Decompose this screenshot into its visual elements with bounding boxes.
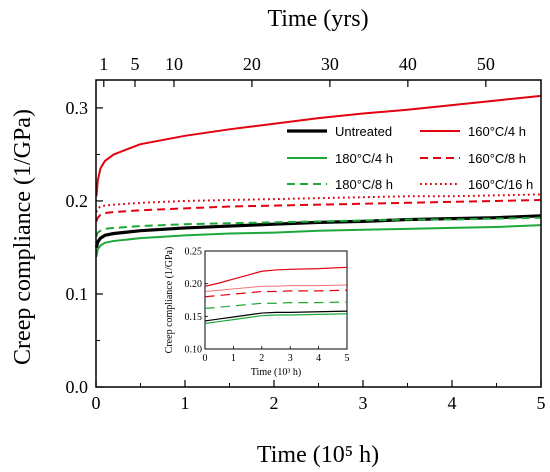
inset-x-tick-label: 1: [231, 353, 236, 364]
top-tick-label: 50: [477, 54, 495, 74]
y-tick-label: 0.3: [66, 98, 89, 118]
inset-y-tick-label: 0.15: [185, 312, 203, 323]
inset-x-tick-label: 3: [288, 353, 293, 364]
series-line-160-c-8-h: [95, 199, 542, 222]
inset-series-line-untreated: [204, 310, 348, 322]
y-tick-label: 0.2: [66, 191, 89, 211]
top-tick-label: 20: [243, 54, 261, 74]
x-tick-label: 1: [181, 393, 190, 413]
x-axis-title: Time (10⁵ h): [257, 442, 379, 468]
inset-x-tick-label: 4: [316, 353, 321, 364]
series-line-160-c-16-h: [95, 193, 542, 213]
inset-series-line-160-c-4-h: [204, 266, 348, 287]
x-tick-label: 4: [448, 393, 457, 413]
plot-frame: [95, 79, 542, 388]
top-tick-label: 40: [399, 54, 417, 74]
inset-x-axis-title: Time (10³ h): [251, 367, 301, 378]
inset-x-tick-label: 5: [345, 353, 350, 364]
legend-label: 160°C/16 h: [468, 177, 533, 192]
inset-y-tick-label: 0.25: [185, 247, 203, 258]
y-tick-label: 0.0: [66, 377, 89, 397]
axis-ticks: 0 1 2 3 4 50.00.10.20.31 5 10 20 30 40 50: [66, 54, 546, 413]
inset-y-tick-label: 0.20: [185, 279, 203, 290]
y-tick-label: 0.1: [66, 284, 89, 304]
top-tick-label: 30: [321, 54, 339, 74]
x-tick-label: 0: [92, 393, 101, 413]
top-axis-title: Time (yrs): [267, 6, 368, 32]
inset-y-axis-title: Creep compliance (1/GPa): [164, 247, 175, 354]
inset-x-tick-label: 2: [259, 353, 264, 364]
series-line-180-c-4-h: [95, 224, 542, 257]
legend-label: 180°C/8 h: [335, 177, 393, 192]
main-plot-series: [94, 94, 542, 257]
inset-series-line-180-c-4-h: [204, 313, 348, 325]
x-tick-label: 3: [359, 393, 368, 413]
x-tick-label: 2: [270, 393, 279, 413]
legend: Untreated 160°C/4 h 180°C/4 h 160°C/8 h 180°…: [287, 124, 533, 192]
legend-label: 160°C/4 h: [468, 124, 526, 139]
y-axis-title: Creep compliance (1/GPa): [10, 109, 36, 365]
legend-label: 180°C/4 h: [335, 151, 393, 166]
inset-series-line-180-c-8-h: [204, 301, 348, 310]
top-tick-label: 5: [130, 54, 139, 74]
series-line-160-c-4-h: [95, 94, 542, 197]
x-tick-label: 5: [537, 393, 546, 413]
inset-series-line-160-c-8-h: [204, 289, 348, 298]
inset-series-line-160-c-16-h: [204, 284, 348, 293]
series-line-180-c-8-h: [95, 216, 542, 237]
inset-frame: [204, 250, 348, 350]
legend-label: Untreated: [335, 124, 392, 139]
top-tick-label: 1: [99, 54, 108, 74]
top-tick-label: 10: [165, 54, 183, 74]
inset-y-tick-label: 0.10: [185, 345, 203, 356]
legend-label: 160°C/8 h: [468, 151, 526, 166]
inset-chart: 0 1 2 3 4 5 0.10 0.15 0.20 0.25 Time (10³ h) Creep …: [164, 247, 350, 379]
inset-x-tick-label: 0: [203, 353, 208, 364]
